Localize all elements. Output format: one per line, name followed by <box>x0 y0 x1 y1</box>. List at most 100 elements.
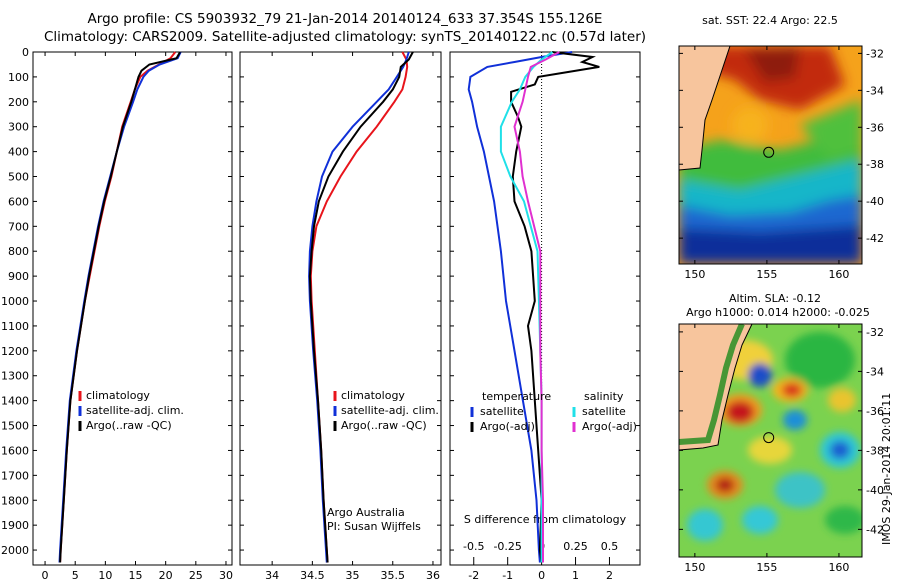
x-tick-label: 1 <box>572 569 579 580</box>
map-x-tick-label: 155 <box>756 268 777 281</box>
series-line-2 <box>510 51 600 563</box>
sst-map-frame <box>678 45 863 265</box>
sla-map: Altim. SLA: -0.12 Argo h1000: 0.014 h200… <box>678 292 870 558</box>
x-tick-label: 36 <box>426 569 440 580</box>
depth-tick-label: 1800 <box>1 494 29 507</box>
map-x-tick-label: 150 <box>684 561 705 574</box>
sla-argo-marker <box>763 432 775 444</box>
map-y-tick-label: -32 <box>866 326 884 339</box>
sla-field <box>679 324 862 557</box>
legend-header: temperature <box>482 390 551 403</box>
series-line-1 <box>467 51 573 563</box>
legend-label: climatology <box>86 389 150 402</box>
x-tick-label: 35.5 <box>381 569 406 580</box>
map-y-tick-label: -36 <box>866 121 884 134</box>
sst-field <box>679 46 862 264</box>
legend-label: satellite-adj. clim. <box>341 404 439 417</box>
map-x-tick-label: 160 <box>828 268 849 281</box>
series-line-3 <box>59 51 181 563</box>
profile-panel-2: 3434.53535.536salinityclimatologysatelli… <box>239 51 442 580</box>
map-x-tick-label: 155 <box>756 561 777 574</box>
series-line-3 <box>308 51 414 563</box>
imos-timestamp: IMOS 29-Jan-2014 20:01:11 <box>880 392 893 545</box>
s-tick-label: -0.5 <box>463 540 484 553</box>
x-tick-label: 2 <box>606 569 613 580</box>
sla-map-title-line2: Argo h1000: 0.014 h2000: -0.025 <box>686 306 870 319</box>
profile-panel-3: -2-1012T difference from climatology-0.5… <box>449 51 641 580</box>
depth-tick-label: 400 <box>8 146 29 159</box>
legend-label: satellite-adj. clim. <box>86 404 184 417</box>
legend-label: Argo(-adj) <box>582 420 637 433</box>
map-x-tick-label: 160 <box>828 561 849 574</box>
depth-tick-label: 1400 <box>1 395 29 408</box>
map-y-tick-label: -42 <box>866 523 884 536</box>
figure-title-line2: Climatology: CARS2009. Satellite-adjuste… <box>43 29 647 45</box>
x-tick-label: 25 <box>189 569 203 580</box>
depth-tick-label: 1200 <box>1 345 29 358</box>
legend-header: salinity <box>584 390 624 403</box>
depth-tick-label: 1300 <box>1 370 29 383</box>
depth-tick-label: 0 <box>22 46 29 59</box>
s-tick-label: 0.25 <box>563 540 588 553</box>
depth-tick-label: 2000 <box>1 544 29 557</box>
annotation-text: Argo Australia <box>327 506 405 519</box>
depth-tick-label: 1500 <box>1 420 29 433</box>
panel-frame <box>32 51 233 566</box>
x-tick-label: 20 <box>159 569 173 580</box>
x-tick-label: 15 <box>129 569 143 580</box>
sla-map-frame <box>678 323 863 558</box>
map-y-tick-label: -42 <box>866 232 884 245</box>
x-tick-label: 5 <box>72 569 79 580</box>
sla-map-axes: 150 155 160 -32 -34 -36 -38 -40 -42 <box>679 324 884 574</box>
panel-frame <box>239 51 442 566</box>
legend-label: Argo(..raw -QC) <box>86 419 172 432</box>
depth-tick-label: 100 <box>8 71 29 84</box>
depth-tick-label: 300 <box>8 121 29 134</box>
x-tick-label: 10 <box>98 569 112 580</box>
depth-tick-label: 200 <box>8 96 29 109</box>
map-y-tick-label: -34 <box>866 84 884 97</box>
x-tick-label: 35 <box>346 569 360 580</box>
sla-land <box>679 324 752 450</box>
sst-map-title: sat. SST: 22.4 Argo: 22.5 <box>702 14 838 27</box>
sst-map: sat. SST: 22.4 Argo: 22.5 <box>678 14 863 265</box>
depth-tick-label: 800 <box>8 245 29 258</box>
map-y-tick-label: -38 <box>866 444 884 457</box>
s-axis-label: S difference from climatology <box>464 513 627 526</box>
x-tick-label: 34.5 <box>300 569 325 580</box>
x-tick-label: -2 <box>468 569 479 580</box>
x-tick-label: 0 <box>42 569 49 580</box>
depth-tick-label: 1900 <box>1 519 29 532</box>
depth-tick-label: 600 <box>8 195 29 208</box>
depth-tick-label: 900 <box>8 270 29 283</box>
sst-land <box>679 46 730 170</box>
map-y-tick-label: -38 <box>866 158 884 171</box>
depth-tick-label: 500 <box>8 171 29 184</box>
map-y-tick-label: -40 <box>866 484 884 497</box>
legend-label: satellite <box>582 405 626 418</box>
x-tick-label: 30 <box>219 569 233 580</box>
annotation-text: PI: Susan Wijffels <box>327 520 421 533</box>
panel-frame <box>449 51 641 566</box>
profile-panel-1: 0100200300400500600700800900100011001200… <box>1 46 233 580</box>
x-tick-label: -1 <box>502 569 513 580</box>
x-tick-label: 34 <box>265 569 279 580</box>
map-y-tick-label: -32 <box>866 47 884 60</box>
series-line-4 <box>513 51 560 563</box>
depth-tick-label: 700 <box>8 220 29 233</box>
sst-map-axes: 150 155 160 -32 -34 -36 -38 -40 -42 <box>679 46 884 281</box>
depth-tick-label: 1000 <box>1 295 29 308</box>
map-y-tick-label: -34 <box>866 365 884 378</box>
sla-map-title-line1: Altim. SLA: -0.12 <box>729 292 821 305</box>
legend-label: Argo(-adj) <box>480 420 535 433</box>
map-y-tick-label: -40 <box>866 195 884 208</box>
figure-title-line1: Argo profile: CS 5903932_79 21-Jan-2014 … <box>87 11 603 27</box>
legend-label: satellite <box>480 405 524 418</box>
legend-label: climatology <box>341 389 405 402</box>
legend-label: Argo(..raw -QC) <box>341 419 427 432</box>
depth-tick-label: 1700 <box>1 469 29 482</box>
sst-argo-marker <box>763 146 775 158</box>
x-tick-label: 0 <box>538 569 545 580</box>
depth-tick-label: 1100 <box>1 320 29 333</box>
